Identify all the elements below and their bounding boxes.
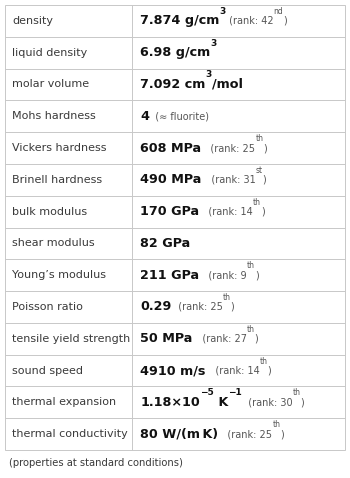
Text: 6.98 g/cm: 6.98 g/cm xyxy=(140,46,211,59)
Text: 3: 3 xyxy=(206,70,212,79)
Text: th: th xyxy=(253,197,261,206)
Text: nd: nd xyxy=(274,7,283,16)
Text: (rank: 31: (rank: 31 xyxy=(202,175,256,185)
Text: 211 GPa: 211 GPa xyxy=(140,269,199,282)
Text: shear modulus: shear modulus xyxy=(12,239,95,249)
Text: liquid density: liquid density xyxy=(12,48,87,58)
Text: (rank: 9: (rank: 9 xyxy=(199,270,247,280)
Text: 50 MPa: 50 MPa xyxy=(140,332,192,345)
Text: Brinell hardness: Brinell hardness xyxy=(12,175,102,185)
Text: −1: −1 xyxy=(228,388,242,397)
Text: 82 GPa: 82 GPa xyxy=(140,237,190,250)
Text: 4: 4 xyxy=(140,110,149,123)
Text: ): ) xyxy=(283,16,287,26)
Text: 490 MPa: 490 MPa xyxy=(140,174,202,186)
Text: th: th xyxy=(247,261,255,270)
Text: ): ) xyxy=(231,302,234,312)
Text: st: st xyxy=(256,166,262,175)
Text: thermal conductivity: thermal conductivity xyxy=(12,429,128,439)
Text: (rank: 14: (rank: 14 xyxy=(206,366,259,376)
Text: 80 W/(m K): 80 W/(m K) xyxy=(140,428,218,441)
Text: 7.092 cm: 7.092 cm xyxy=(140,78,206,91)
Text: (rank: 42: (rank: 42 xyxy=(226,16,274,26)
Text: 608 MPa: 608 MPa xyxy=(140,141,202,154)
Text: (rank: 30: (rank: 30 xyxy=(242,397,293,407)
Text: bulk modulus: bulk modulus xyxy=(12,206,87,217)
Text: ): ) xyxy=(300,397,304,407)
Text: (rank: 25: (rank: 25 xyxy=(202,143,256,153)
Text: 1.18×10: 1.18×10 xyxy=(140,396,200,409)
Text: /mol: /mol xyxy=(212,78,243,91)
Text: (≈ fluorite): (≈ fluorite) xyxy=(149,111,209,121)
Text: sound speed: sound speed xyxy=(12,366,83,376)
Text: (rank: 25: (rank: 25 xyxy=(172,302,223,312)
Text: 7.874 g/cm: 7.874 g/cm xyxy=(140,14,220,27)
Text: thermal expansion: thermal expansion xyxy=(12,397,116,407)
Text: ): ) xyxy=(261,206,265,217)
Text: Mohs hardness: Mohs hardness xyxy=(12,111,96,121)
Text: Poisson ratio: Poisson ratio xyxy=(12,302,83,312)
Text: 3: 3 xyxy=(220,7,226,16)
Text: (rank: 14: (rank: 14 xyxy=(199,206,253,217)
Text: −5: −5 xyxy=(200,388,214,397)
Text: ): ) xyxy=(280,429,284,439)
Text: ): ) xyxy=(255,270,259,280)
Text: th: th xyxy=(292,388,300,397)
Text: (rank: 25: (rank: 25 xyxy=(218,429,272,439)
Text: 0.29: 0.29 xyxy=(140,301,172,314)
Text: ): ) xyxy=(262,175,266,185)
Text: ): ) xyxy=(267,366,271,376)
Text: (rank: 27: (rank: 27 xyxy=(193,334,247,344)
Text: (properties at standard conditions): (properties at standard conditions) xyxy=(9,458,183,468)
Text: ): ) xyxy=(255,334,258,344)
Text: density: density xyxy=(12,16,53,26)
Text: th: th xyxy=(247,325,255,334)
Text: K: K xyxy=(214,396,228,409)
Text: 170 GPa: 170 GPa xyxy=(140,205,199,218)
Text: Vickers hardness: Vickers hardness xyxy=(12,143,106,153)
Text: th: th xyxy=(256,134,264,143)
Text: ): ) xyxy=(264,143,267,153)
Text: th: th xyxy=(223,293,231,302)
Text: th: th xyxy=(272,420,280,429)
Text: tensile yield strength: tensile yield strength xyxy=(12,334,130,344)
Text: 3: 3 xyxy=(211,39,217,48)
Text: molar volume: molar volume xyxy=(12,79,89,89)
Text: Young’s modulus: Young’s modulus xyxy=(12,270,106,280)
Text: th: th xyxy=(259,357,267,366)
Text: 4910 m/s: 4910 m/s xyxy=(140,364,206,377)
